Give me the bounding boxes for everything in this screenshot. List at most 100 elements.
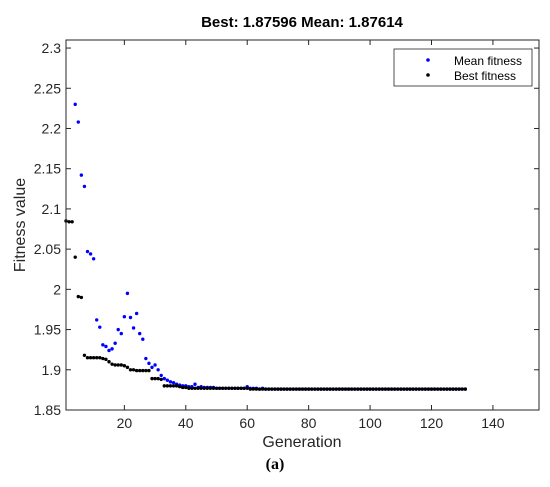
mean-point — [125, 291, 130, 296]
legend-box — [393, 48, 533, 87]
best-point — [107, 360, 111, 364]
best-point — [141, 368, 145, 373]
best-point — [165, 384, 170, 388]
best-point — [260, 387, 265, 391]
mean-point — [73, 102, 77, 107]
mean-point — [131, 326, 136, 330]
best-point — [435, 387, 440, 391]
mean-point — [128, 315, 133, 320]
best-point — [119, 363, 123, 367]
mean-point — [82, 184, 87, 189]
legend: Mean fitness Best fitness — [393, 48, 533, 87]
best-point — [368, 387, 372, 391]
best-point — [340, 387, 345, 391]
best-point — [313, 387, 317, 391]
best-point — [377, 387, 381, 391]
best-point — [76, 294, 80, 299]
x-tick-label: 100 — [358, 415, 382, 431]
best-point — [442, 387, 446, 391]
best-point — [110, 362, 114, 366]
figure-caption: (a) — [265, 456, 285, 473]
best-point — [230, 386, 234, 390]
best-point — [202, 386, 206, 390]
best-point — [162, 384, 166, 388]
mean-point — [113, 341, 117, 345]
mean-point — [76, 120, 80, 124]
best-point — [208, 386, 213, 390]
best-point — [70, 220, 74, 224]
best-point — [463, 387, 467, 391]
best-point — [67, 220, 71, 224]
fitness-chart: Best: 1.87596 Mean: 1.87614 20 40 60 80 100 1… — [12, 14, 540, 451]
mean-point — [95, 318, 99, 322]
best-point — [392, 387, 397, 391]
best-point — [257, 387, 262, 391]
legend-label-best: Best fitness — [454, 69, 516, 83]
best-point — [389, 387, 394, 391]
mean-point — [110, 347, 114, 351]
best-point — [236, 386, 240, 390]
best-point — [414, 387, 418, 391]
best-point — [227, 386, 231, 390]
x-tick-label: 40 — [178, 415, 194, 431]
best-point — [402, 387, 406, 391]
best-point — [85, 356, 90, 360]
best-point — [233, 386, 237, 390]
y-ticks: 1.85 1.9 1.95 2 2.05 2.1 2.15 2.2 2.25 2.3 — [34, 40, 539, 418]
best-point — [457, 387, 461, 391]
best-point — [214, 386, 219, 390]
y-tick-label: 1.95 — [34, 322, 61, 338]
best-point — [88, 356, 93, 360]
best-point — [147, 368, 151, 373]
mean-point — [153, 363, 157, 367]
best-point — [82, 353, 87, 357]
best-point — [270, 387, 274, 391]
best-point — [325, 387, 329, 391]
mean-point — [85, 249, 90, 254]
best-point — [181, 385, 185, 390]
chart-title: Best: 1.87596 Mean: 1.87614 — [201, 14, 403, 31]
y-axis-label: Fitness value — [12, 178, 29, 272]
best-point — [242, 386, 246, 390]
best-point — [116, 363, 120, 367]
best-point — [374, 387, 378, 391]
best-point — [297, 387, 302, 391]
best-point — [101, 356, 105, 361]
best-point — [267, 387, 271, 391]
best-point — [156, 376, 160, 381]
series-best — [64, 219, 467, 391]
best-point — [128, 368, 133, 372]
best-point — [426, 387, 431, 391]
y-tick-label: 1.9 — [42, 362, 62, 378]
best-point — [217, 386, 222, 390]
best-point — [263, 387, 268, 391]
legend-marker-best — [426, 73, 430, 77]
x-tick-label: 60 — [239, 415, 255, 431]
best-point — [300, 387, 305, 391]
mean-point — [150, 365, 154, 370]
y-tick-label: 2.15 — [34, 161, 61, 177]
y-tick-label: 1.85 — [34, 402, 61, 418]
mean-point — [107, 348, 111, 353]
best-point — [423, 387, 428, 391]
best-point — [134, 368, 139, 373]
best-point — [125, 365, 130, 370]
best-point — [365, 387, 369, 391]
best-point — [420, 387, 424, 391]
best-point — [396, 387, 400, 391]
best-point — [334, 387, 338, 391]
best-point — [448, 387, 452, 391]
best-point — [196, 386, 200, 390]
best-point — [273, 387, 277, 391]
mean-point — [138, 331, 142, 336]
best-point — [113, 363, 117, 367]
best-point — [254, 387, 259, 391]
best-point — [79, 295, 84, 300]
best-point — [174, 384, 179, 388]
best-point — [417, 387, 421, 391]
best-point — [251, 387, 256, 391]
y-tick-label: 2.2 — [42, 120, 62, 136]
mean-point — [104, 344, 108, 349]
best-point — [245, 386, 249, 390]
x-axis-label: Generation — [262, 434, 341, 451]
